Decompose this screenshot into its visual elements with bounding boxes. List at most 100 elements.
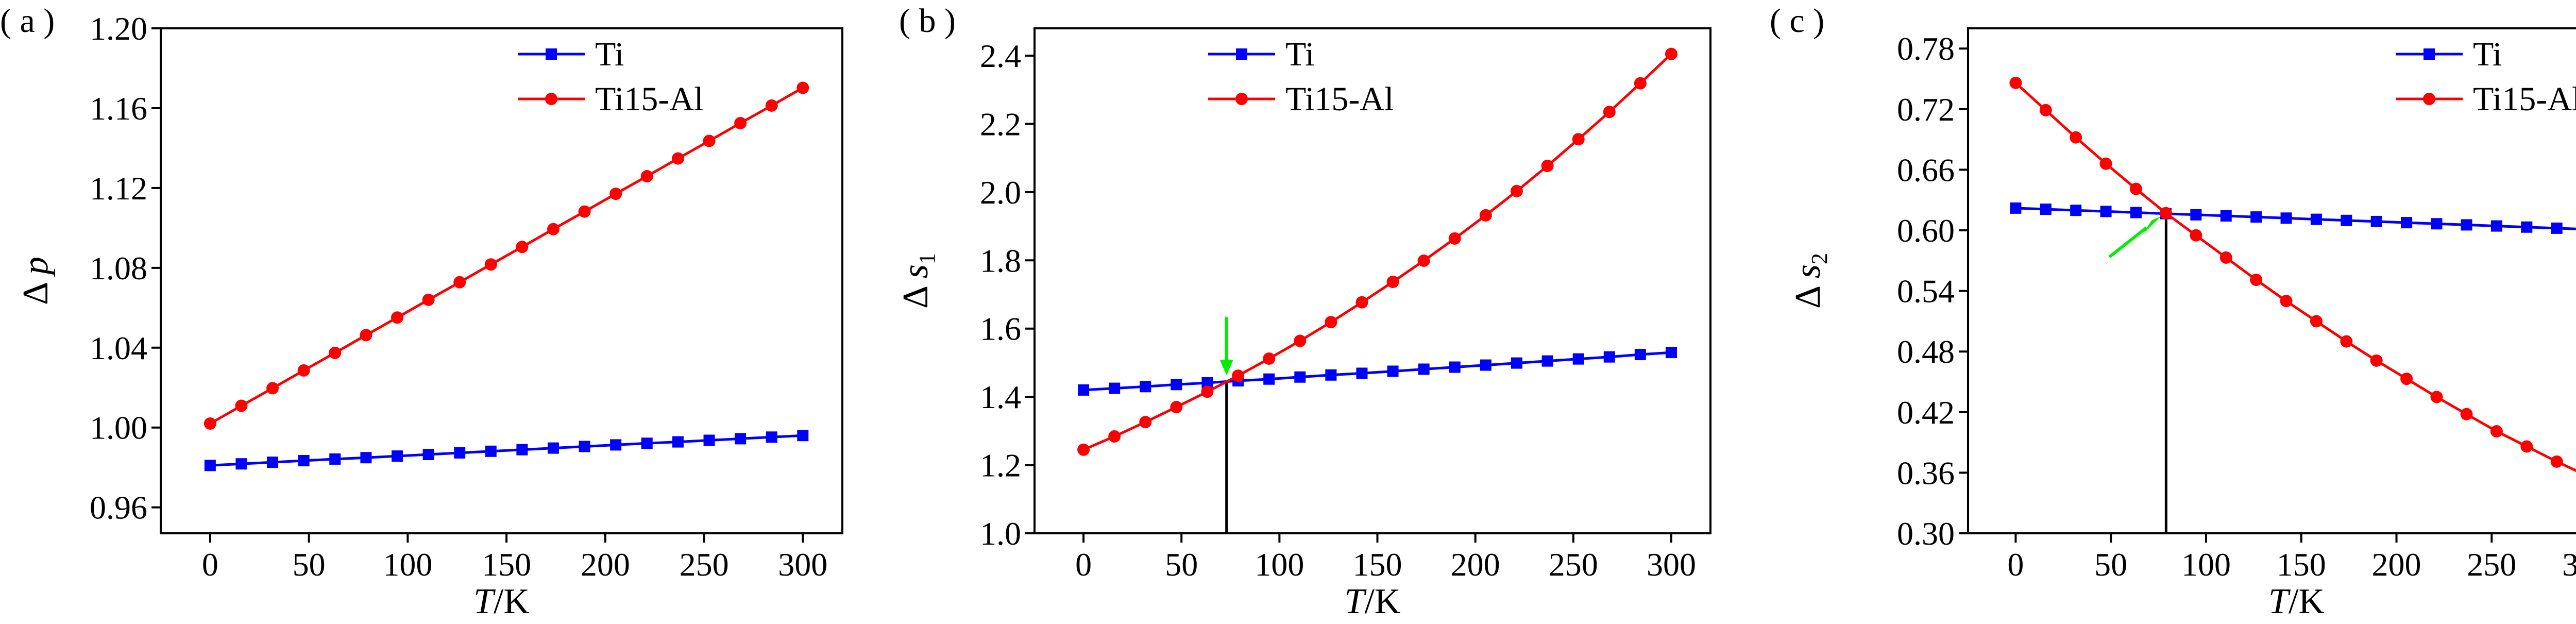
data-point xyxy=(1572,133,1585,146)
x-tick-label: 100 xyxy=(2181,546,2231,583)
x-tick-label: 50 xyxy=(293,546,326,583)
data-point xyxy=(1201,377,1213,389)
y-tick-label: 1.04 xyxy=(90,330,147,366)
data-point xyxy=(640,170,653,183)
y-tick-label: 0.78 xyxy=(1897,30,1955,67)
legend-marker xyxy=(2423,93,2435,105)
arrow-head xyxy=(2142,216,2161,235)
data-point xyxy=(2340,335,2353,348)
data-point xyxy=(547,442,559,454)
x-tick-label: 0 xyxy=(2007,546,2024,583)
legend-marker xyxy=(2424,48,2435,60)
data-point xyxy=(2159,207,2172,220)
data-point xyxy=(454,447,466,459)
panel-label: ( c ) xyxy=(1770,2,1824,40)
x-tick-label: 150 xyxy=(1353,546,1402,583)
data-point xyxy=(2550,455,2563,468)
arrow-shaft xyxy=(2108,226,2148,259)
y-tick-label: 0.72 xyxy=(1897,91,1955,128)
data-point xyxy=(1479,209,1492,222)
data-point xyxy=(2370,215,2382,227)
data-point xyxy=(204,460,216,471)
data-point xyxy=(1263,352,1276,365)
data-point xyxy=(360,329,372,342)
data-point xyxy=(2401,217,2413,229)
x-tick-label: 50 xyxy=(1165,546,1198,583)
data-point xyxy=(1510,184,1523,197)
x-tick-label: 300 xyxy=(2562,546,2576,583)
data-point xyxy=(2100,206,2112,217)
data-point xyxy=(2370,354,2383,367)
data-point xyxy=(578,205,591,218)
data-point xyxy=(610,439,622,451)
data-point xyxy=(1665,47,1677,60)
y-tick-label: 2.2 xyxy=(980,106,1021,142)
data-point xyxy=(516,241,529,254)
series-ti xyxy=(2010,202,2576,234)
data-point xyxy=(765,99,778,112)
y-tick-label: 0.36 xyxy=(1897,454,1955,491)
legend-label: Ti xyxy=(595,36,624,73)
x-tick-label: 0 xyxy=(1075,546,1092,583)
x-axis-label: T/K xyxy=(2268,582,2325,621)
data-point xyxy=(1232,369,1245,382)
data-point xyxy=(1387,365,1399,377)
legend: Ti Ti15-Al xyxy=(2396,36,2576,118)
data-point xyxy=(609,188,622,200)
data-point xyxy=(1263,373,1275,385)
data-point xyxy=(422,448,434,460)
data-point xyxy=(2551,222,2563,234)
plot-frame xyxy=(1967,27,2576,534)
data-point xyxy=(1325,369,1337,381)
data-point xyxy=(516,444,528,456)
data-point xyxy=(298,455,310,467)
data-point xyxy=(2520,440,2533,453)
y-tick-label: 1.20 xyxy=(90,10,147,47)
y-tick-label: 0.42 xyxy=(1897,394,1955,431)
y-axis-label: Δ s1 xyxy=(896,253,940,309)
data-point xyxy=(1356,367,1368,379)
data-point xyxy=(2009,76,2022,89)
data-point xyxy=(391,311,404,324)
data-point xyxy=(1603,351,1615,363)
data-point xyxy=(329,453,341,465)
x-tick-label: 300 xyxy=(778,546,827,583)
y-tick-label: 0.60 xyxy=(1897,212,1955,249)
y-tick-label: 1.0 xyxy=(980,515,1021,552)
y-tick-label: 1.4 xyxy=(980,379,1021,415)
data-point xyxy=(2220,210,2232,222)
data-point xyxy=(453,276,466,289)
data-point xyxy=(2400,373,2413,385)
y-axis-label: Δ p xyxy=(16,257,56,305)
data-point xyxy=(671,152,684,165)
series-ti15-al xyxy=(2009,76,2576,473)
data-point xyxy=(2130,207,2142,218)
y-tick-label: 1.8 xyxy=(980,242,1021,279)
y-tick-label: 1.12 xyxy=(90,170,147,207)
data-point xyxy=(1294,371,1306,383)
data-point xyxy=(266,382,279,395)
y-tick-label: 2.4 xyxy=(980,38,1021,74)
data-point xyxy=(1201,385,1214,398)
data-point xyxy=(2461,219,2472,231)
data-point xyxy=(2070,205,2082,216)
data-point xyxy=(1417,254,1430,267)
data-point xyxy=(235,399,248,412)
data-point xyxy=(579,441,590,452)
data-point xyxy=(1109,382,1121,394)
data-point xyxy=(392,450,403,462)
data-point xyxy=(2010,202,2022,214)
data-point xyxy=(1077,443,1090,456)
panel-label: ( a ) xyxy=(0,2,55,40)
data-point xyxy=(2039,104,2052,116)
data-point xyxy=(1448,232,1461,245)
data-point xyxy=(734,116,747,129)
data-point xyxy=(1480,359,1492,371)
data-point xyxy=(2250,274,2263,286)
y-tick-label: 1.16 xyxy=(90,90,147,127)
data-point xyxy=(235,458,247,470)
x-tick-label: 50 xyxy=(2094,546,2127,583)
series-ti xyxy=(1078,347,1677,396)
chart-panel-a: 0 50 100 150 200 250 300 0.96 1.00 1.04 1.08 1.12 1.… xyxy=(0,2,843,621)
series-ti xyxy=(204,430,809,471)
